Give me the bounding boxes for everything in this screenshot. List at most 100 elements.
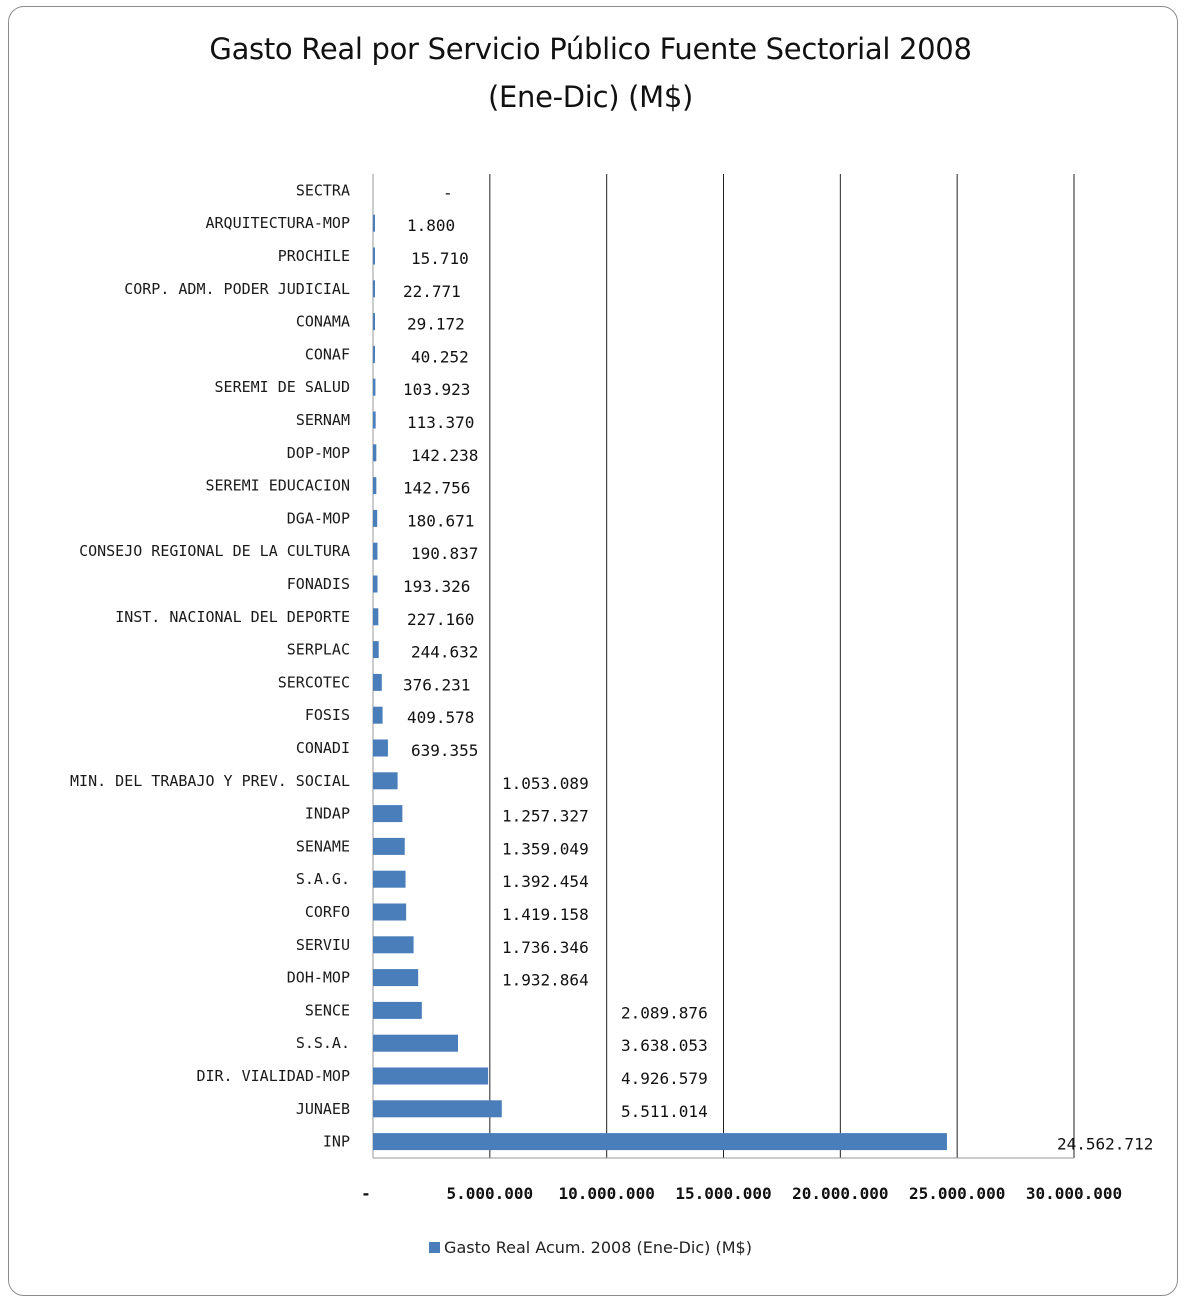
bar bbox=[373, 509, 378, 527]
data-label: 5.511.014 bbox=[621, 1102, 708, 1121]
data-label: 40.252 bbox=[411, 347, 469, 366]
bar bbox=[373, 608, 379, 626]
data-label: 227.160 bbox=[407, 610, 474, 629]
category-label: DOP-MOP bbox=[287, 444, 350, 462]
bar bbox=[373, 1100, 502, 1118]
bar bbox=[373, 739, 388, 757]
data-label: 190.837 bbox=[411, 544, 478, 563]
bar bbox=[373, 542, 378, 560]
category-label: CONAF bbox=[305, 345, 350, 363]
category-label: S.S.A. bbox=[296, 1034, 350, 1052]
data-label: 1.800 bbox=[407, 216, 455, 235]
bar bbox=[373, 247, 375, 265]
data-label: 1.257.327 bbox=[502, 807, 589, 826]
data-label: 142.756 bbox=[403, 479, 470, 498]
bar bbox=[373, 1001, 422, 1019]
category-label: DIR. VIALIDAD-MOP bbox=[196, 1067, 350, 1085]
legend-label: Gasto Real Acum. 2008 (Ene-Dic) (M$) bbox=[444, 1238, 752, 1257]
bar bbox=[373, 805, 403, 823]
data-label: 15.710 bbox=[411, 249, 469, 268]
chart-subtitle: (Ene-Dic) (M$) bbox=[487, 80, 694, 114]
data-label: 244.632 bbox=[411, 643, 478, 662]
chart-title: Gasto Real por Servicio Público Fuente S… bbox=[209, 32, 972, 66]
category-label: SENCE bbox=[305, 1001, 350, 1019]
data-label: 1.053.089 bbox=[502, 774, 589, 793]
category-label: FOSIS bbox=[305, 706, 350, 724]
x-tick-label: 20.000.000 bbox=[792, 1184, 888, 1203]
data-label: 3.638.053 bbox=[621, 1036, 708, 1055]
category-label: SERCOTEC bbox=[278, 673, 350, 691]
chart-frame bbox=[8, 6, 1178, 1296]
category-label: INDAP bbox=[305, 805, 350, 823]
data-label: 1.419.158 bbox=[502, 905, 589, 924]
bar bbox=[373, 1133, 947, 1151]
category-label: ARQUITECTURA-MOP bbox=[206, 214, 351, 232]
bar bbox=[373, 969, 419, 987]
bar bbox=[373, 706, 383, 724]
bar bbox=[373, 444, 377, 462]
data-label: 113.370 bbox=[407, 413, 474, 432]
data-label: 180.671 bbox=[407, 511, 474, 530]
category-label: SENAME bbox=[296, 837, 350, 855]
category-label: INP bbox=[323, 1133, 350, 1151]
data-label: 142.238 bbox=[411, 446, 478, 465]
legend-swatch bbox=[429, 1242, 441, 1253]
data-label: 4.926.579 bbox=[621, 1069, 708, 1088]
x-tick-label: 15.000.000 bbox=[675, 1184, 771, 1203]
bar bbox=[373, 411, 376, 429]
data-label: 376.231 bbox=[403, 675, 470, 694]
data-label: 22.771 bbox=[403, 282, 461, 301]
data-label: 409.578 bbox=[407, 708, 474, 727]
bar bbox=[373, 641, 379, 659]
category-label: SERNAM bbox=[296, 411, 350, 429]
category-label: SERVIU bbox=[296, 936, 350, 954]
category-label: PROCHILE bbox=[278, 247, 350, 265]
bar bbox=[373, 903, 407, 921]
data-label: 29.172 bbox=[407, 315, 465, 334]
category-label: SECTRA bbox=[296, 181, 350, 199]
bar bbox=[373, 837, 405, 855]
data-label: 1.359.049 bbox=[502, 839, 589, 858]
category-label: CORFO bbox=[305, 903, 350, 921]
x-tick-label: 25.000.000 bbox=[909, 1184, 1005, 1203]
category-label: SEREMI EDUCACION bbox=[206, 477, 351, 495]
data-label: 193.326 bbox=[403, 577, 470, 596]
category-label: DGA-MOP bbox=[287, 509, 350, 527]
bar bbox=[373, 575, 378, 593]
bar bbox=[373, 477, 377, 495]
bar bbox=[373, 870, 406, 888]
category-label: SERPLAC bbox=[287, 641, 350, 659]
bar bbox=[373, 1034, 459, 1052]
bar bbox=[373, 280, 375, 298]
category-label: CONAMA bbox=[296, 313, 350, 331]
x-tick-label: 30.000.000 bbox=[1026, 1184, 1122, 1203]
bar bbox=[373, 214, 375, 232]
category-label: CORP. ADM. PODER JUDICIAL bbox=[124, 280, 350, 298]
category-label: JUNAEB bbox=[296, 1100, 350, 1118]
data-label: 639.355 bbox=[411, 741, 478, 760]
bar bbox=[373, 772, 398, 790]
bar bbox=[373, 378, 376, 396]
bar bbox=[373, 313, 375, 331]
category-label: CONADI bbox=[296, 739, 350, 757]
data-label: 2.089.876 bbox=[621, 1003, 708, 1022]
category-label: MIN. DEL TRABAJO Y PREV. SOCIAL bbox=[70, 772, 350, 790]
x-tick-label: - bbox=[361, 1184, 371, 1203]
category-label: SEREMI DE SALUD bbox=[215, 378, 350, 396]
x-tick-label: 5.000.000 bbox=[446, 1184, 533, 1203]
category-label: S.A.G. bbox=[296, 870, 350, 888]
legend: Gasto Real Acum. 2008 (Ene-Dic) (M$) bbox=[0, 1238, 1181, 1257]
category-label: DOH-MOP bbox=[287, 969, 350, 987]
bar bbox=[373, 673, 382, 691]
bar bbox=[373, 1067, 489, 1085]
category-label: INST. NACIONAL DEL DEPORTE bbox=[115, 608, 350, 626]
x-tick-label: 10.000.000 bbox=[559, 1184, 655, 1203]
category-label: FONADIS bbox=[287, 575, 350, 593]
data-label: 1.736.346 bbox=[502, 938, 589, 957]
data-label: 1.932.864 bbox=[502, 971, 589, 990]
data-label: 1.392.454 bbox=[502, 872, 589, 891]
data-label: 103.923 bbox=[403, 380, 470, 399]
data-label: 24.562.712 bbox=[1057, 1135, 1153, 1154]
bar bbox=[373, 936, 414, 954]
